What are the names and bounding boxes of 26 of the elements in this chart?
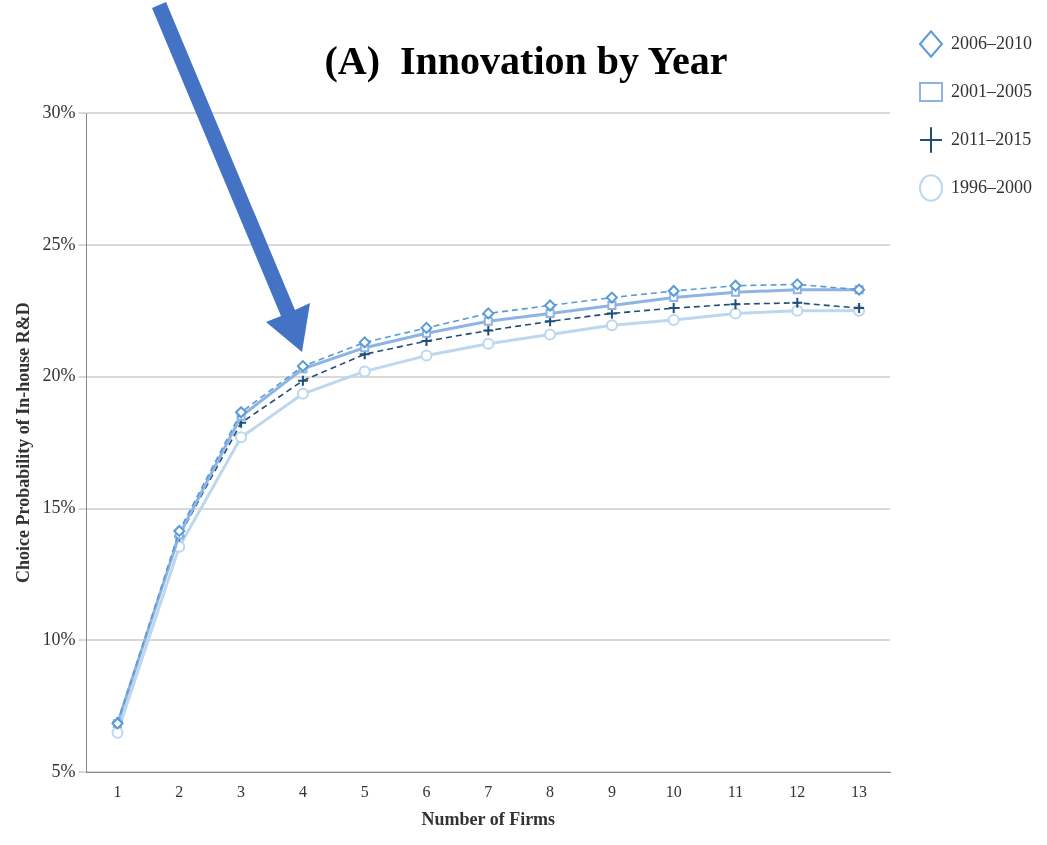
x-tick-label: 9 <box>607 783 616 800</box>
legend-label: 2006–2010 <box>951 32 1032 53</box>
legend-label: 1996–2000 <box>951 176 1032 197</box>
y-tick-label: 20% <box>42 365 76 386</box>
x-tick-label: 1 <box>113 783 122 800</box>
x-tick-label: 13 <box>851 783 868 800</box>
x-tick-label: 3 <box>237 783 246 800</box>
y-tick-label: 30% <box>42 101 76 122</box>
y-tick-label: 10% <box>42 629 76 650</box>
x-tick-label: 5 <box>360 783 369 800</box>
x-tick-label: 7 <box>484 783 493 800</box>
y-axis-title: Choice Probability of In-house R&D <box>13 302 34 583</box>
x-tick-label: 11 <box>727 783 744 800</box>
x-tick-label: 4 <box>298 783 307 800</box>
x-tick-label: 10 <box>665 783 682 800</box>
legend-label: 2001–2005 <box>951 80 1032 101</box>
x-tick-label: 12 <box>789 783 806 800</box>
legend-label: 2011–2015 <box>951 128 1032 149</box>
y-tick-label: 25% <box>42 233 76 254</box>
y-tick-label: 15% <box>42 497 76 518</box>
x-axis-title: Number of Firms <box>421 808 556 829</box>
y-tick-label: 5% <box>51 760 76 781</box>
x-tick-label: 6 <box>422 783 431 800</box>
x-tick-label: 8 <box>546 783 555 800</box>
chart-title: (A) Innovation by Year <box>324 38 728 84</box>
x-tick-label: 2 <box>175 783 184 800</box>
